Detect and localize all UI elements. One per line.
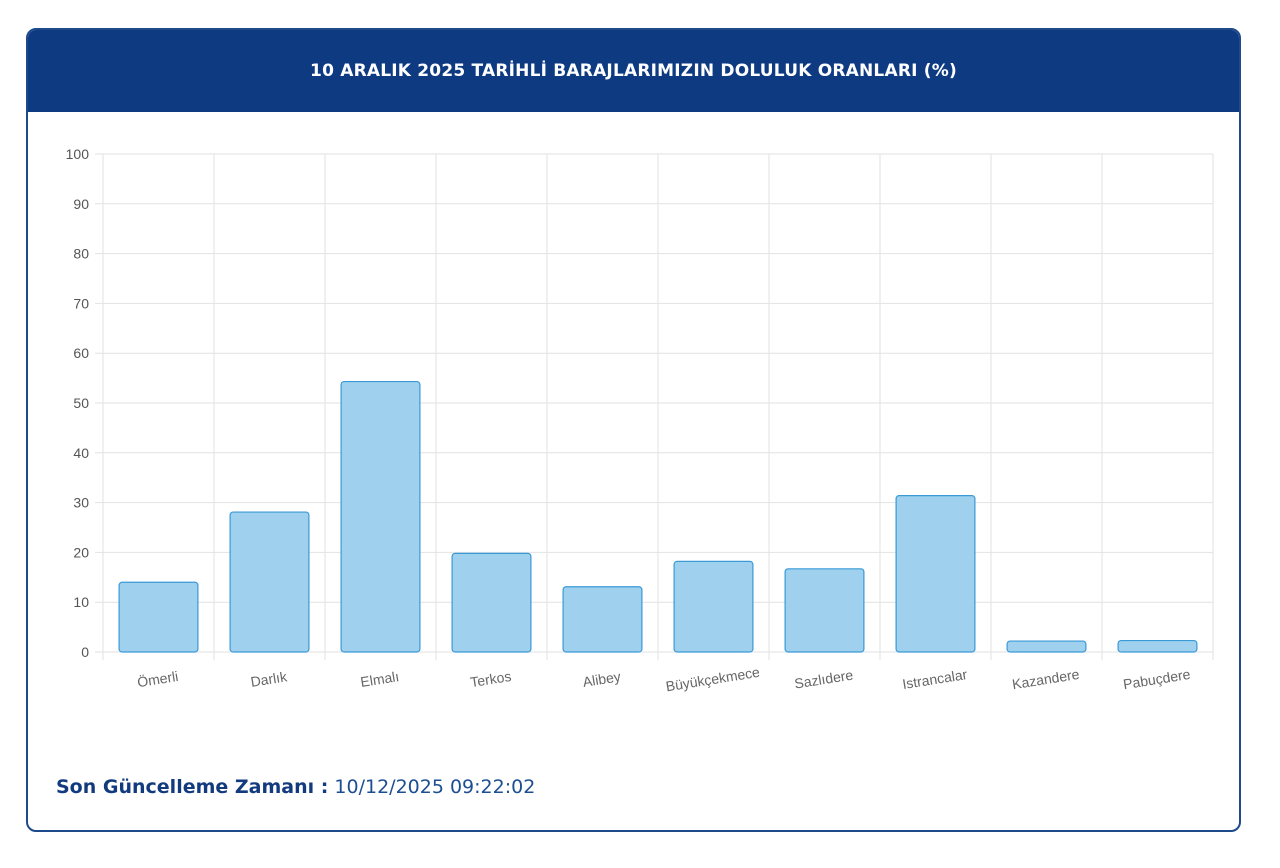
- bar-alibey[interactable]: [562, 586, 643, 653]
- last-update: Son Güncelleme Zamanı : 10/12/2025 09:22…: [56, 776, 535, 798]
- x-tick-label: Istrancalar: [901, 666, 968, 692]
- x-tick-label: Ömerli: [136, 667, 179, 690]
- bar-darlık[interactable]: [229, 511, 310, 653]
- last-update-label: Son Güncelleme Zamanı :: [56, 776, 329, 798]
- bar-ömerli[interactable]: [118, 581, 199, 653]
- chart-area: 0 10 20 30 40 50 60 70 80 90 100 Ömerli Darlık Elmal…: [28, 112, 1239, 752]
- x-tick-label: Terkos: [469, 668, 512, 690]
- x-tick-label: Alibey: [582, 668, 622, 690]
- chart-title: 10 ARALIK 2025 TARİHLİ BARAJLARIMIZIN DO…: [310, 61, 957, 81]
- bar-terkos[interactable]: [451, 552, 532, 653]
- y-tick-label: 100: [66, 146, 90, 162]
- y-tick-label: 80: [73, 246, 89, 262]
- x-tick-label: Kazandere: [1011, 666, 1081, 692]
- y-tick-label: 0: [81, 644, 89, 660]
- bar-sazlıdere[interactable]: [784, 568, 865, 653]
- y-tick-label: 90: [73, 196, 89, 212]
- y-tick-label: 20: [73, 544, 89, 560]
- x-axis-ticks: Ömerli Darlık Elmalı Terkos Alibey Büyükçekme…: [136, 664, 1192, 695]
- x-tick-label: Elmalı: [359, 668, 400, 690]
- y-tick-label: 10: [73, 594, 89, 610]
- bar-layer: [118, 380, 1198, 653]
- bar-kazandere[interactable]: [1006, 640, 1087, 653]
- bar-chart: 0 10 20 30 40 50 60 70 80 90 100 Ömerli Darlık Elmal…: [66, 146, 1214, 695]
- y-tick-label: 50: [73, 395, 89, 411]
- y-tick-label: 30: [73, 495, 89, 511]
- y-tick-label: 70: [73, 295, 89, 311]
- x-tick-label: Pabuçdere: [1122, 666, 1192, 692]
- bar-büyükçekmece[interactable]: [673, 560, 754, 653]
- grid-layer: [95, 153, 1214, 660]
- x-tick-label: Büyükçekmece: [665, 664, 761, 695]
- x-tick-label: Darlık: [249, 668, 289, 690]
- bar-elmalı[interactable]: [340, 380, 421, 653]
- y-tick-label: 40: [73, 445, 89, 461]
- last-update-value: 10/12/2025 09:22:02: [334, 776, 536, 798]
- chart-card: 10 ARALIK 2025 TARİHLİ BARAJLARIMIZIN DO…: [26, 28, 1241, 832]
- card-header: 10 ARALIK 2025 TARİHLİ BARAJLARIMIZIN DO…: [28, 30, 1239, 112]
- bar-pabuçdere[interactable]: [1117, 639, 1198, 653]
- x-tick-label: Sazlıdere: [793, 667, 854, 692]
- bar-istrancalar[interactable]: [895, 495, 976, 653]
- y-axis-ticks: 0 10 20 30 40 50 60 70 80 90 100: [66, 146, 90, 660]
- y-tick-label: 60: [73, 345, 89, 361]
